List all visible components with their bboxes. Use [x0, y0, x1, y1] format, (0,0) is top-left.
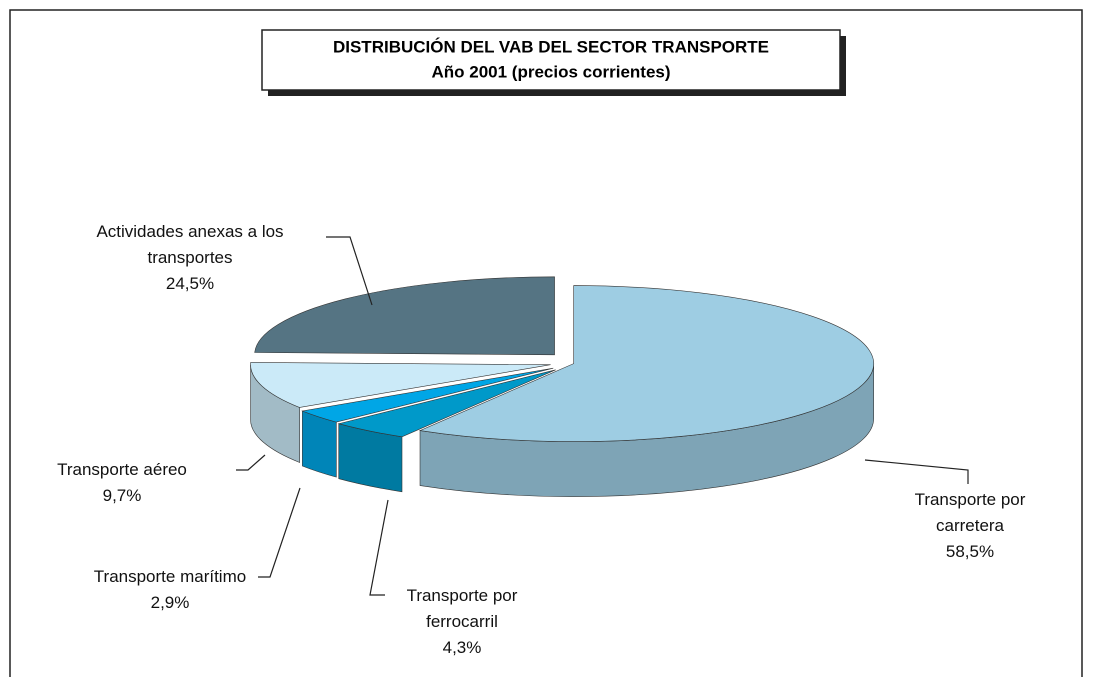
leader-line — [236, 454, 266, 471]
category-label: Transporte por carretera — [914, 490, 1026, 535]
value-label: 9,7% — [102, 486, 142, 505]
leader-line — [369, 499, 389, 596]
slice-top — [250, 362, 551, 408]
slice-top — [337, 369, 556, 438]
title-box — [261, 29, 841, 91]
slice-label: Transporte por carretera 58,5% — [900, 487, 1040, 565]
category-label: Transporte por ferrocarril — [406, 586, 518, 631]
value-label: 58,5% — [945, 542, 995, 561]
frame — [9, 9, 1083, 677]
slice-top — [418, 285, 874, 442]
leader-line — [326, 236, 373, 306]
slice-label: Actividades anexas a los transportes 24,5… — [65, 219, 315, 297]
slice-label: Transporte marítimo 2,9% — [40, 564, 300, 616]
chart-title: DISTRIBUCIÓN DEL VAB DEL SECTOR TRANSPOR… — [333, 37, 769, 56]
value-label: 24,5% — [165, 274, 215, 293]
leader-line — [864, 459, 969, 484]
slice-top — [301, 367, 554, 423]
category-label: Transporte aéreo — [57, 460, 187, 479]
chart-subtitle: Año 2001 (precios corrientes) — [431, 62, 670, 81]
slice-label: Transporte por ferrocarril 4,3% — [392, 583, 532, 661]
value-label: 2,9% — [150, 593, 190, 612]
category-label: Transporte marítimo — [93, 567, 247, 586]
category-label: Actividades anexas a los transportes — [96, 222, 284, 267]
value-label: 4,3% — [442, 638, 482, 657]
leader-line — [258, 487, 301, 578]
slice-label: Transporte aéreo 9,7% — [22, 457, 222, 509]
pie — [250, 276, 874, 497]
slice-top — [254, 276, 555, 356]
